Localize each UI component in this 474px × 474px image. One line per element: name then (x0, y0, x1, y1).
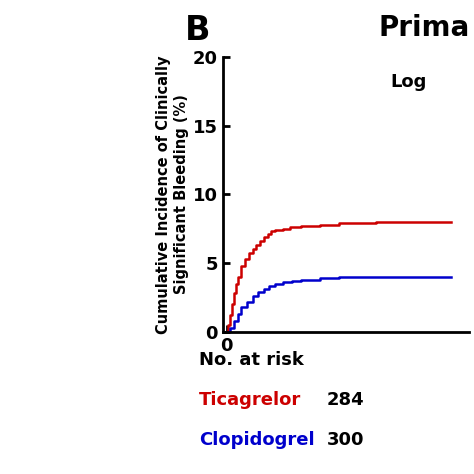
Text: Clopidogrel: Clopidogrel (199, 431, 315, 449)
Text: Prima: Prima (378, 14, 469, 42)
Text: B: B (185, 14, 210, 47)
Text: Log: Log (391, 73, 427, 91)
Text: 300: 300 (327, 431, 365, 449)
Text: 284: 284 (327, 391, 365, 409)
Text: Ticagrelor: Ticagrelor (199, 391, 301, 409)
Text: No. at risk: No. at risk (199, 351, 304, 369)
Y-axis label: Cumulative Incidence of Clinically
Significant Bleeding (%): Cumulative Incidence of Clinically Signi… (156, 55, 189, 334)
